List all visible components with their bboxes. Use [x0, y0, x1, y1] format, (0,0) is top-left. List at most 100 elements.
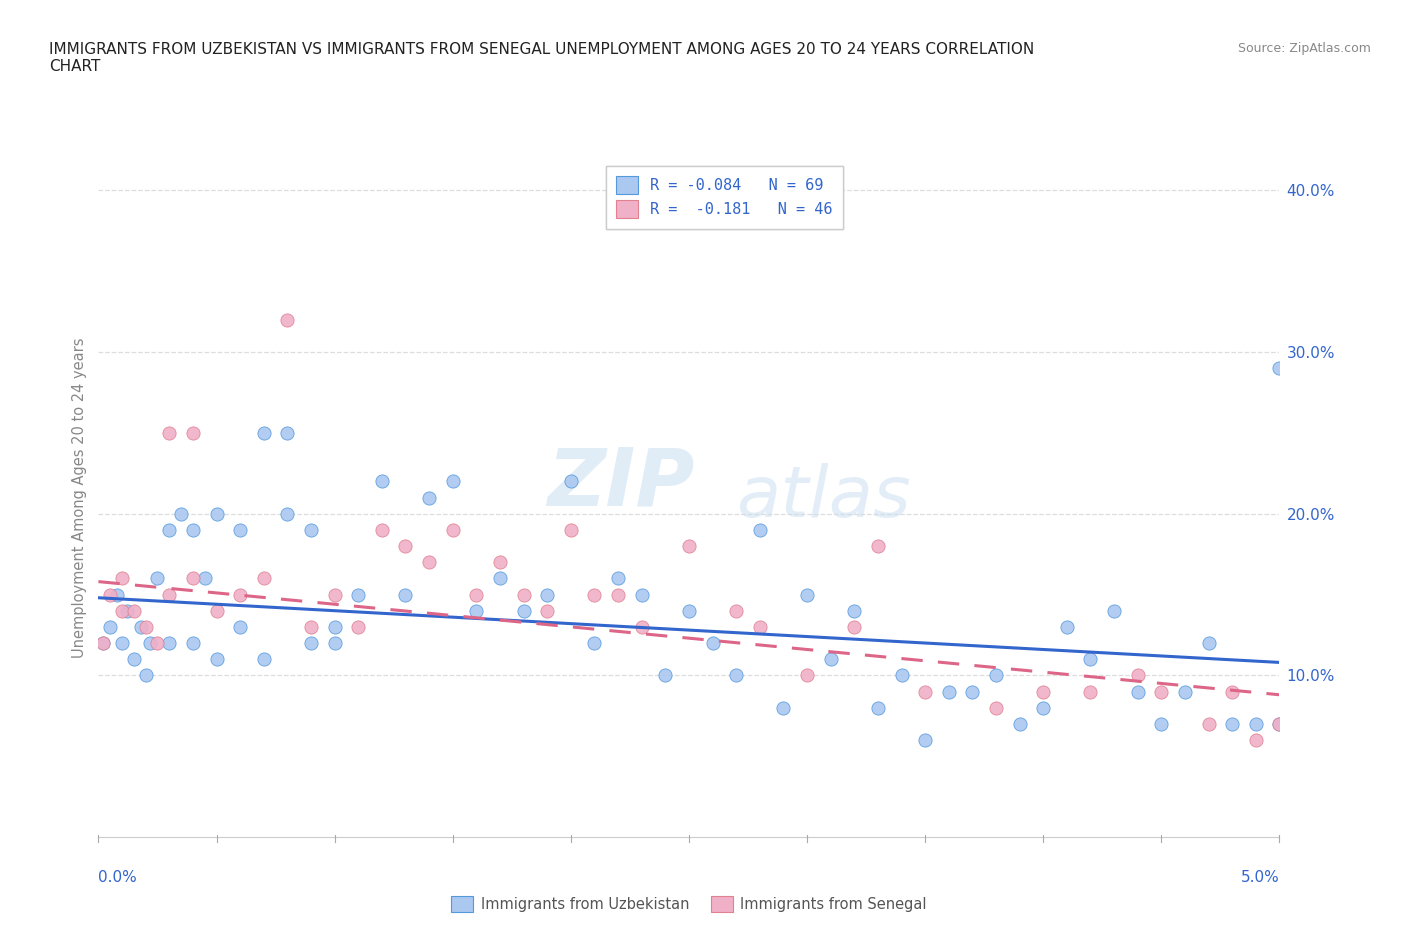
Point	[1244, 733, 1267, 748]
Point	[512, 604, 534, 618]
Point	[1220, 716, 1243, 731]
Point	[418, 555, 440, 570]
Point	[91, 635, 114, 650]
Point	[1268, 716, 1291, 731]
Point	[98, 619, 121, 634]
Point	[630, 587, 652, 602]
Point	[229, 587, 252, 602]
Point	[844, 619, 866, 634]
Point	[820, 652, 842, 667]
Point	[890, 668, 912, 683]
Point	[299, 635, 322, 650]
Point	[607, 571, 630, 586]
Point	[1150, 684, 1173, 699]
Point	[1198, 635, 1220, 650]
Point	[654, 668, 676, 683]
Point	[560, 523, 582, 538]
Point	[465, 587, 488, 602]
Point	[1032, 700, 1054, 715]
Point	[253, 571, 276, 586]
Point	[1056, 619, 1078, 634]
Point	[1198, 716, 1220, 731]
Point	[122, 652, 145, 667]
Point	[205, 506, 228, 521]
Point	[181, 425, 204, 440]
Point	[560, 474, 582, 489]
Point	[146, 635, 169, 650]
Point	[796, 587, 818, 602]
Point	[1220, 684, 1243, 699]
Point	[157, 587, 180, 602]
Point	[536, 604, 558, 618]
Point	[748, 523, 770, 538]
Point	[1268, 716, 1291, 731]
Point	[441, 474, 464, 489]
Point	[725, 604, 748, 618]
Point	[276, 425, 298, 440]
Point	[181, 571, 204, 586]
Point	[371, 523, 394, 538]
Point	[489, 555, 512, 570]
Point	[536, 587, 558, 602]
Point	[630, 619, 652, 634]
Point	[1244, 716, 1267, 731]
Text: Source: ZipAtlas.com: Source: ZipAtlas.com	[1237, 42, 1371, 55]
Text: 0.0%: 0.0%	[98, 870, 138, 884]
Point	[1126, 668, 1149, 683]
Point	[465, 604, 488, 618]
Point	[1080, 652, 1102, 667]
Point	[1126, 684, 1149, 699]
Point	[418, 490, 440, 505]
Point	[115, 604, 138, 618]
Point	[347, 619, 370, 634]
Point	[938, 684, 960, 699]
Point	[323, 619, 346, 634]
Point	[962, 684, 984, 699]
Point	[583, 587, 606, 602]
Point	[489, 571, 512, 586]
Point	[702, 635, 724, 650]
Point	[772, 700, 794, 715]
Point	[181, 635, 204, 650]
Point	[135, 668, 157, 683]
Point	[98, 587, 121, 602]
Point	[229, 523, 252, 538]
Point	[394, 538, 416, 553]
Point	[1032, 684, 1054, 699]
Point	[441, 523, 464, 538]
Point	[170, 506, 193, 521]
Point	[323, 587, 346, 602]
Point	[299, 619, 322, 634]
Y-axis label: Unemployment Among Ages 20 to 24 years: Unemployment Among Ages 20 to 24 years	[72, 338, 87, 658]
Point	[1102, 604, 1125, 618]
Point	[299, 523, 322, 538]
Point	[157, 635, 180, 650]
Point	[1008, 716, 1031, 731]
Point	[607, 587, 630, 602]
Point	[111, 604, 134, 618]
Point	[157, 425, 180, 440]
Point	[122, 604, 145, 618]
Point	[91, 635, 114, 650]
Point	[866, 700, 889, 715]
Point	[725, 668, 748, 683]
Point	[1080, 684, 1102, 699]
Point	[276, 506, 298, 521]
Text: IMMIGRANTS FROM UZBEKISTAN VS IMMIGRANTS FROM SENEGAL UNEMPLOYMENT AMONG AGES 20: IMMIGRANTS FROM UZBEKISTAN VS IMMIGRANTS…	[49, 42, 1035, 74]
Point	[205, 652, 228, 667]
Point	[205, 604, 228, 618]
Point	[914, 733, 936, 748]
Point	[866, 538, 889, 553]
Point	[748, 619, 770, 634]
Point	[984, 668, 1007, 683]
Point	[914, 684, 936, 699]
Point	[1268, 361, 1291, 376]
Point	[157, 523, 180, 538]
Point	[111, 571, 134, 586]
Point	[371, 474, 394, 489]
Point	[844, 604, 866, 618]
Point	[253, 652, 276, 667]
Point	[181, 523, 204, 538]
Point	[129, 619, 152, 634]
Point	[512, 587, 534, 602]
